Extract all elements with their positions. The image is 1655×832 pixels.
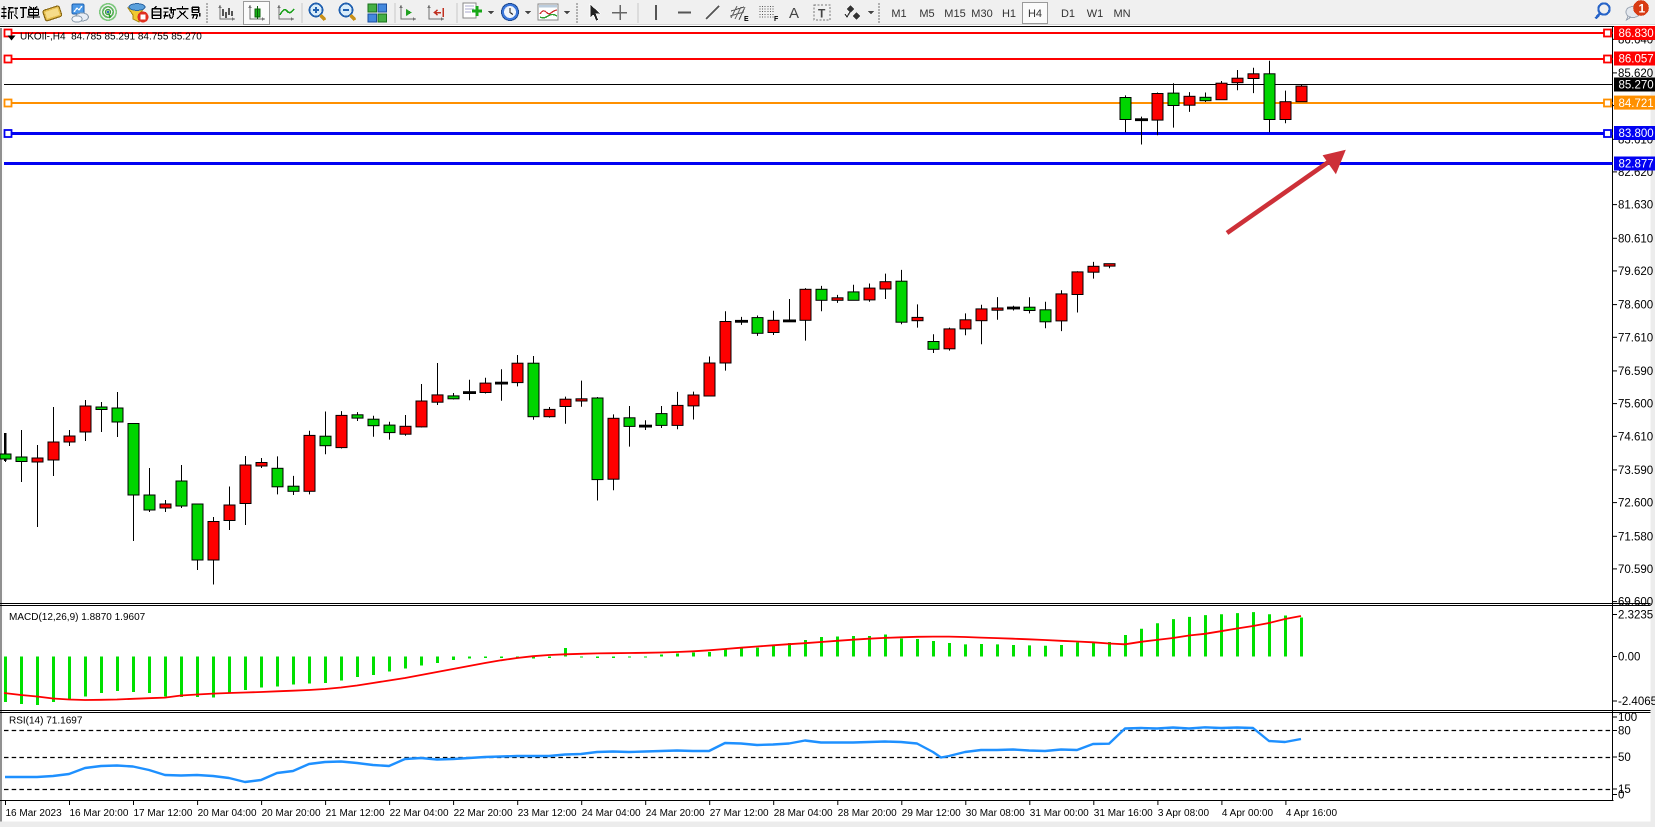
svg-text:80: 80 (1618, 726, 1631, 738)
svg-text:70.590: 70.590 (1618, 564, 1653, 576)
svg-text:MN: MN (1113, 8, 1130, 20)
svg-text:50: 50 (1618, 752, 1631, 764)
svg-text:23 Mar 12:00: 23 Mar 12:00 (518, 808, 577, 819)
svg-text:M1: M1 (891, 8, 906, 20)
svg-text:M15: M15 (944, 8, 965, 20)
svg-text:F: F (774, 16, 779, 23)
svg-text:84.721: 84.721 (1619, 98, 1654, 110)
svg-text:16 Mar 2023: 16 Mar 2023 (6, 808, 63, 819)
svg-text:28 Mar 04:00: 28 Mar 04:00 (774, 808, 833, 819)
svg-text:W1: W1 (1087, 8, 1104, 20)
svg-text:86.057: 86.057 (1619, 54, 1654, 66)
svg-text:H4: H4 (1028, 8, 1042, 20)
svg-text:0.00: 0.00 (1618, 652, 1640, 664)
svg-text:MACD(12,26,9) 1.8870 1.9607: MACD(12,26,9) 1.8870 1.9607 (9, 612, 146, 623)
svg-text:E: E (744, 16, 749, 23)
svg-text:72.600: 72.600 (1618, 498, 1653, 510)
svg-text:17 Mar 12:00: 17 Mar 12:00 (134, 808, 193, 819)
svg-text:74.610: 74.610 (1618, 431, 1653, 443)
svg-text:21 Mar 12:00: 21 Mar 12:00 (326, 808, 385, 819)
svg-text:82.877: 82.877 (1619, 159, 1654, 171)
svg-text:69.600: 69.600 (1618, 597, 1653, 609)
svg-text:73.590: 73.590 (1618, 465, 1653, 477)
svg-text:0: 0 (1618, 790, 1624, 802)
svg-text:20 Mar 04:00: 20 Mar 04:00 (198, 808, 257, 819)
svg-text:16 Mar 20:00: 16 Mar 20:00 (70, 808, 129, 819)
svg-text:A: A (789, 5, 799, 22)
svg-text:76.590: 76.590 (1618, 366, 1653, 378)
svg-text:81.630: 81.630 (1618, 200, 1653, 212)
svg-text:86.830: 86.830 (1619, 28, 1654, 40)
svg-text:3 Apr 08:00: 3 Apr 08:00 (1158, 808, 1210, 819)
svg-text:H1: H1 (1002, 8, 1016, 20)
svg-text:20 Mar 20:00: 20 Mar 20:00 (262, 808, 321, 819)
svg-text:M30: M30 (971, 8, 992, 20)
svg-text:4 Apr 16:00: 4 Apr 16:00 (1286, 808, 1338, 819)
svg-text:79.620: 79.620 (1618, 266, 1653, 278)
svg-text:75.600: 75.600 (1618, 399, 1653, 411)
svg-text:80.610: 80.610 (1618, 233, 1653, 245)
svg-text:M5: M5 (919, 8, 934, 20)
svg-text:2.3235: 2.3235 (1618, 610, 1653, 622)
svg-text:24 Mar 04:00: 24 Mar 04:00 (582, 808, 641, 819)
svg-text:78.600: 78.600 (1618, 300, 1653, 312)
svg-text:UKOIl-,H4 84.785 85.291 84.75: UKOIl-,H4 84.785 85.291 84.755 85.270 (20, 32, 202, 43)
svg-text:27 Mar 12:00: 27 Mar 12:00 (710, 808, 769, 819)
svg-text:22 Mar 04:00: 22 Mar 04:00 (390, 808, 449, 819)
svg-text:71.580: 71.580 (1618, 531, 1653, 543)
svg-text:30 Mar 08:00: 30 Mar 08:00 (966, 808, 1025, 819)
svg-text:85.270: 85.270 (1619, 80, 1654, 92)
svg-text:-2.4065: -2.4065 (1618, 696, 1655, 708)
svg-text:83.800: 83.800 (1619, 128, 1654, 140)
svg-text:24 Mar 20:00: 24 Mar 20:00 (646, 808, 705, 819)
svg-text:22 Mar 20:00: 22 Mar 20:00 (454, 808, 513, 819)
svg-text:31 Mar 16:00: 31 Mar 16:00 (1094, 808, 1153, 819)
svg-text:77.610: 77.610 (1618, 332, 1653, 344)
svg-text:31 Mar 00:00: 31 Mar 00:00 (1030, 808, 1089, 819)
svg-text:1: 1 (1639, 2, 1646, 16)
svg-text:T: T (818, 7, 826, 21)
svg-text:4 Apr 00:00: 4 Apr 00:00 (1222, 808, 1274, 819)
svg-text:100: 100 (1618, 712, 1637, 724)
svg-text:28 Mar 20:00: 28 Mar 20:00 (838, 808, 897, 819)
svg-text:RSI(14) 71.1697: RSI(14) 71.1697 (9, 716, 83, 727)
svg-text:D1: D1 (1061, 8, 1075, 20)
svg-text:29 Mar 12:00: 29 Mar 12:00 (902, 808, 961, 819)
